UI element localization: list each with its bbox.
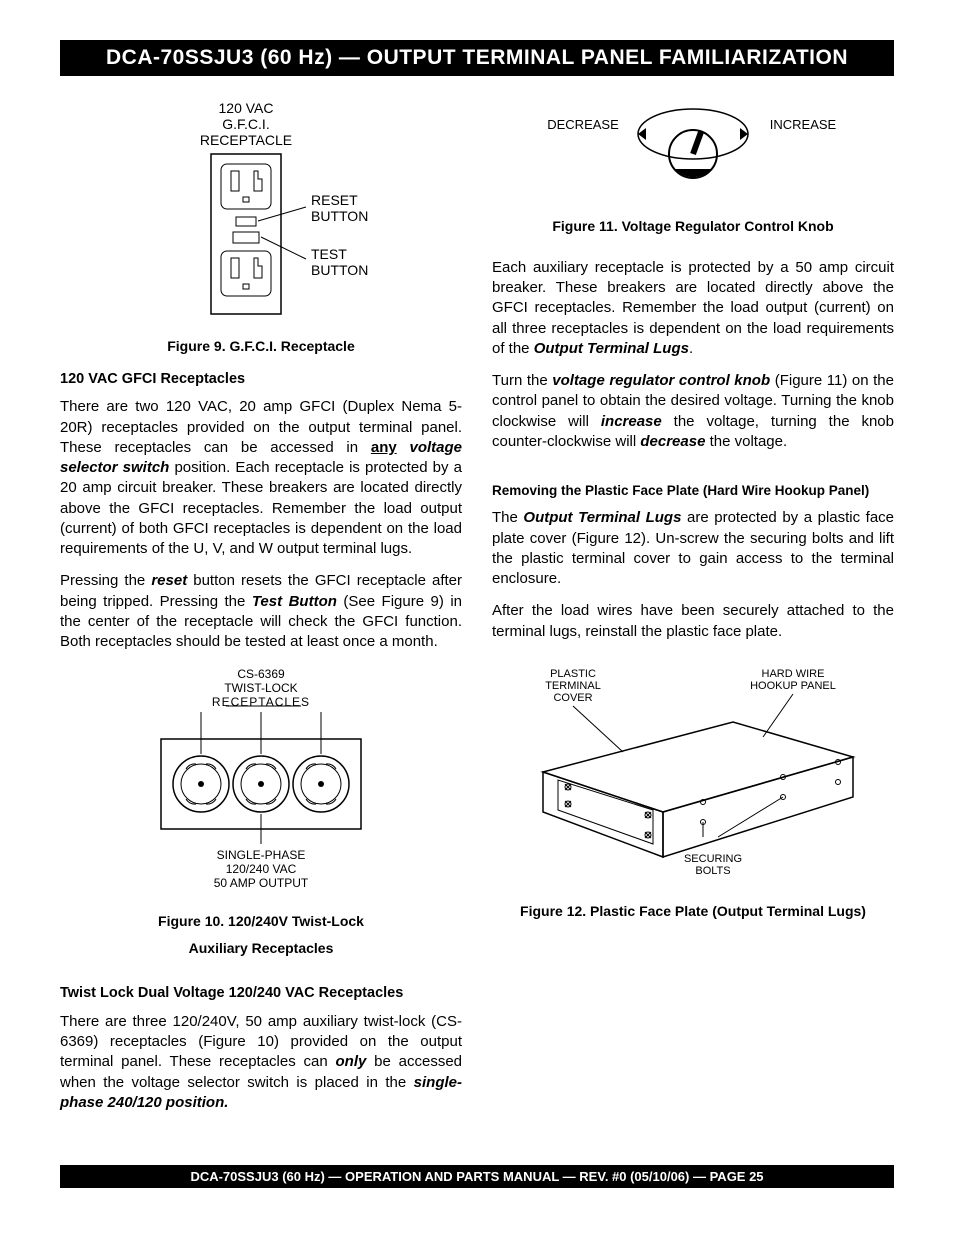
figure-10-caption-2: Auxiliary Receptacles bbox=[60, 939, 462, 958]
gfci-receptacle-diagram: 120 VAC G.F.C.I. RECEPTACLE bbox=[121, 99, 401, 329]
figure-11-caption: Figure 11. Voltage Regulator Control Kno… bbox=[492, 217, 894, 236]
section-1-para-2: Pressing the reset button resets the GFC… bbox=[60, 571, 462, 652]
twist-lock-diagram: CS-6369 TWIST-LOCK RECEPTACLES bbox=[131, 664, 391, 904]
section-3-para-2: After the load wires have been securely … bbox=[492, 601, 894, 642]
svg-text:SINGLE-PHASE: SINGLE-PHASE bbox=[217, 848, 306, 862]
figure-12: PLASTIC TERMINAL COVER HARD WIRE HOOKUP … bbox=[492, 662, 894, 882]
svg-text:HARD WIRE: HARD WIRE bbox=[762, 668, 825, 680]
figure-12-caption: Figure 12. Plastic Face Plate (Output Te… bbox=[492, 902, 894, 921]
right-para-2: Turn the voltage regulator control knob … bbox=[492, 371, 894, 452]
section-1-head: 120 VAC GFCI Receptacles bbox=[60, 370, 462, 390]
svg-text:COVER: COVER bbox=[553, 692, 592, 704]
svg-text:HOOKUP PANEL: HOOKUP PANEL bbox=[750, 680, 836, 692]
fig9-reset: RESET bbox=[311, 192, 358, 208]
svg-text:CS-6369: CS-6369 bbox=[237, 667, 285, 681]
svg-text:PLASTIC: PLASTIC bbox=[550, 668, 596, 680]
svg-text:DECREASE: DECREASE bbox=[547, 117, 619, 132]
face-plate-diagram: PLASTIC TERMINAL COVER HARD WIRE HOOKUP … bbox=[503, 662, 883, 882]
section-1-para-1: There are two 120 VAC, 20 amp GFCI (Dupl… bbox=[60, 397, 462, 559]
figure-10: CS-6369 TWIST-LOCK RECEPTACLES bbox=[60, 664, 462, 904]
fig9-label-mid: G.F.C.I. bbox=[222, 116, 269, 132]
figure-9-caption: Figure 9. G.F.C.I. Receptacle bbox=[60, 337, 462, 356]
regulator-knob-diagram: DECREASE INCREASE bbox=[523, 99, 863, 199]
fig9-label-bot: RECEPTACLE bbox=[200, 132, 292, 148]
section-3-para-1: The Output Terminal Lugs are protected b… bbox=[492, 508, 894, 589]
svg-text:50 AMP OUTPUT: 50 AMP OUTPUT bbox=[214, 876, 309, 890]
section-2-head: Twist Lock Dual Voltage 120/240 VAC Rece… bbox=[60, 984, 462, 1004]
two-column-layout: 120 VAC G.F.C.I. RECEPTACLE bbox=[60, 91, 894, 1125]
figure-9: 120 VAC G.F.C.I. RECEPTACLE bbox=[60, 99, 462, 329]
right-column: DECREASE INCREASE Figure 11. Voltage Reg… bbox=[492, 91, 894, 1125]
fig9-test: TEST bbox=[311, 246, 347, 262]
svg-text:INCREASE: INCREASE bbox=[770, 117, 837, 132]
footer-bar: DCA-70SSJU3 (60 Hz) — OPERATION AND PART… bbox=[60, 1165, 894, 1188]
svg-text:120/240 VAC: 120/240 VAC bbox=[226, 862, 297, 876]
fig9-reset-button: BUTTON bbox=[311, 208, 368, 224]
svg-text:TWIST-LOCK: TWIST-LOCK bbox=[224, 681, 297, 695]
figure-11: DECREASE INCREASE bbox=[492, 99, 894, 199]
title-bar: DCA-70SSJU3 (60 Hz) — OUTPUT TERMINAL PA… bbox=[60, 40, 894, 76]
fig9-label-top: 120 VAC bbox=[219, 100, 274, 116]
fig9-test-button: BUTTON bbox=[311, 262, 368, 278]
section-3-head: Removing the Plastic Face Plate (Hard Wi… bbox=[492, 482, 894, 500]
right-para-1: Each auxiliary receptacle is protected b… bbox=[492, 258, 894, 359]
svg-text:BOLTS: BOLTS bbox=[695, 865, 730, 877]
figure-10-caption-1: Figure 10. 120/240V Twist-Lock bbox=[60, 912, 462, 931]
svg-text:RECEPTACLES: RECEPTACLES bbox=[212, 695, 310, 709]
svg-text:TERMINAL: TERMINAL bbox=[545, 680, 601, 692]
section-2-para-1: There are three 120/240V, 50 amp auxilia… bbox=[60, 1012, 462, 1113]
svg-text:SECURING: SECURING bbox=[684, 853, 742, 865]
left-column: 120 VAC G.F.C.I. RECEPTACLE bbox=[60, 91, 462, 1125]
